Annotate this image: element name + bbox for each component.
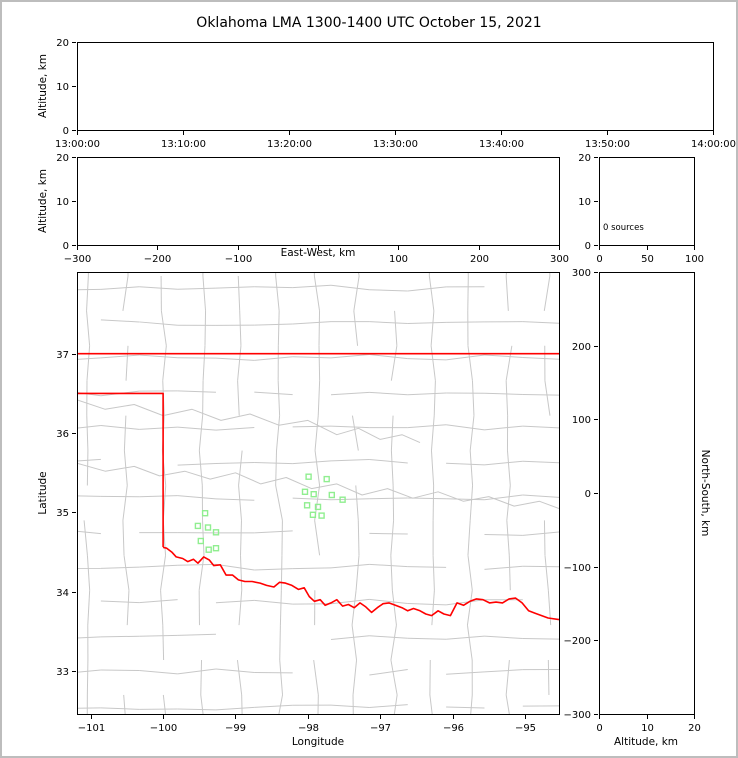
svg-text:200: 200 <box>470 254 489 265</box>
svg-text:36: 36 <box>56 429 69 440</box>
svg-text:300: 300 <box>550 254 569 265</box>
svg-text:20: 20 <box>688 723 701 734</box>
svg-text:20: 20 <box>56 38 69 49</box>
svg-text:13:30:00: 13:30:00 <box>373 139 418 150</box>
svg-text:−99: −99 <box>225 723 246 734</box>
svg-text:13:40:00: 13:40:00 <box>479 139 524 150</box>
plot-title: Oklahoma LMA 1300-1400 UTC October 15, 2… <box>196 15 542 31</box>
svg-text:200: 200 <box>572 342 591 353</box>
svg-text:−96: −96 <box>443 723 464 734</box>
svg-text:100: 100 <box>389 254 408 265</box>
svg-text:20: 20 <box>56 153 69 164</box>
north-south-axis-label: North-South, km <box>699 449 711 537</box>
svg-text:300: 300 <box>572 268 591 279</box>
svg-text:−300: −300 <box>64 254 91 265</box>
svg-text:100: 100 <box>685 254 704 265</box>
svg-text:14:00:00: 14:00:00 <box>691 139 736 150</box>
svg-text:−100: −100 <box>225 254 252 265</box>
svg-text:10: 10 <box>578 197 591 208</box>
sources-count-annotation: 0 sources <box>603 223 644 233</box>
svg-text:50: 50 <box>641 254 654 265</box>
svg-text:10: 10 <box>56 197 69 208</box>
longitude-axis-label: Longitude <box>291 736 345 748</box>
time-panel-altitude-axis-label: Altitude, km <box>37 53 49 119</box>
svg-text:100: 100 <box>572 415 591 426</box>
svg-text:−200: −200 <box>144 254 171 265</box>
svg-text:13:50:00: 13:50:00 <box>585 139 630 150</box>
ns-panel-altitude-axis-label: Altitude, km <box>613 736 679 748</box>
svg-text:−97: −97 <box>370 723 391 734</box>
svg-text:0: 0 <box>596 254 602 265</box>
svg-text:35: 35 <box>56 508 69 519</box>
east-west-axis-label: East-West, km <box>280 247 356 259</box>
svg-text:0: 0 <box>585 489 591 500</box>
svg-text:13:20:00: 13:20:00 <box>267 139 312 150</box>
svg-text:13:00:00: 13:00:00 <box>55 139 100 150</box>
svg-text:0: 0 <box>63 126 69 137</box>
ew-panel-altitude-axis-label: Altitude, km <box>37 168 49 234</box>
svg-text:37: 37 <box>56 350 69 361</box>
svg-text:34: 34 <box>56 588 69 599</box>
svg-text:−100: −100 <box>150 723 177 734</box>
svg-text:−200: −200 <box>564 636 591 647</box>
svg-text:−101: −101 <box>78 723 105 734</box>
svg-text:0: 0 <box>63 241 69 252</box>
svg-text:0: 0 <box>585 241 591 252</box>
svg-text:20: 20 <box>578 153 591 164</box>
svg-text:13:10:00: 13:10:00 <box>161 139 206 150</box>
svg-text:10: 10 <box>56 82 69 93</box>
svg-text:33: 33 <box>56 667 69 678</box>
svg-text:−95: −95 <box>515 723 536 734</box>
latitude-axis-label: Latitude <box>37 471 49 515</box>
svg-text:0: 0 <box>596 723 602 734</box>
svg-text:−100: −100 <box>564 563 591 574</box>
svg-text:−300: −300 <box>564 710 591 721</box>
svg-text:−98: −98 <box>298 723 319 734</box>
svg-text:10: 10 <box>641 723 654 734</box>
